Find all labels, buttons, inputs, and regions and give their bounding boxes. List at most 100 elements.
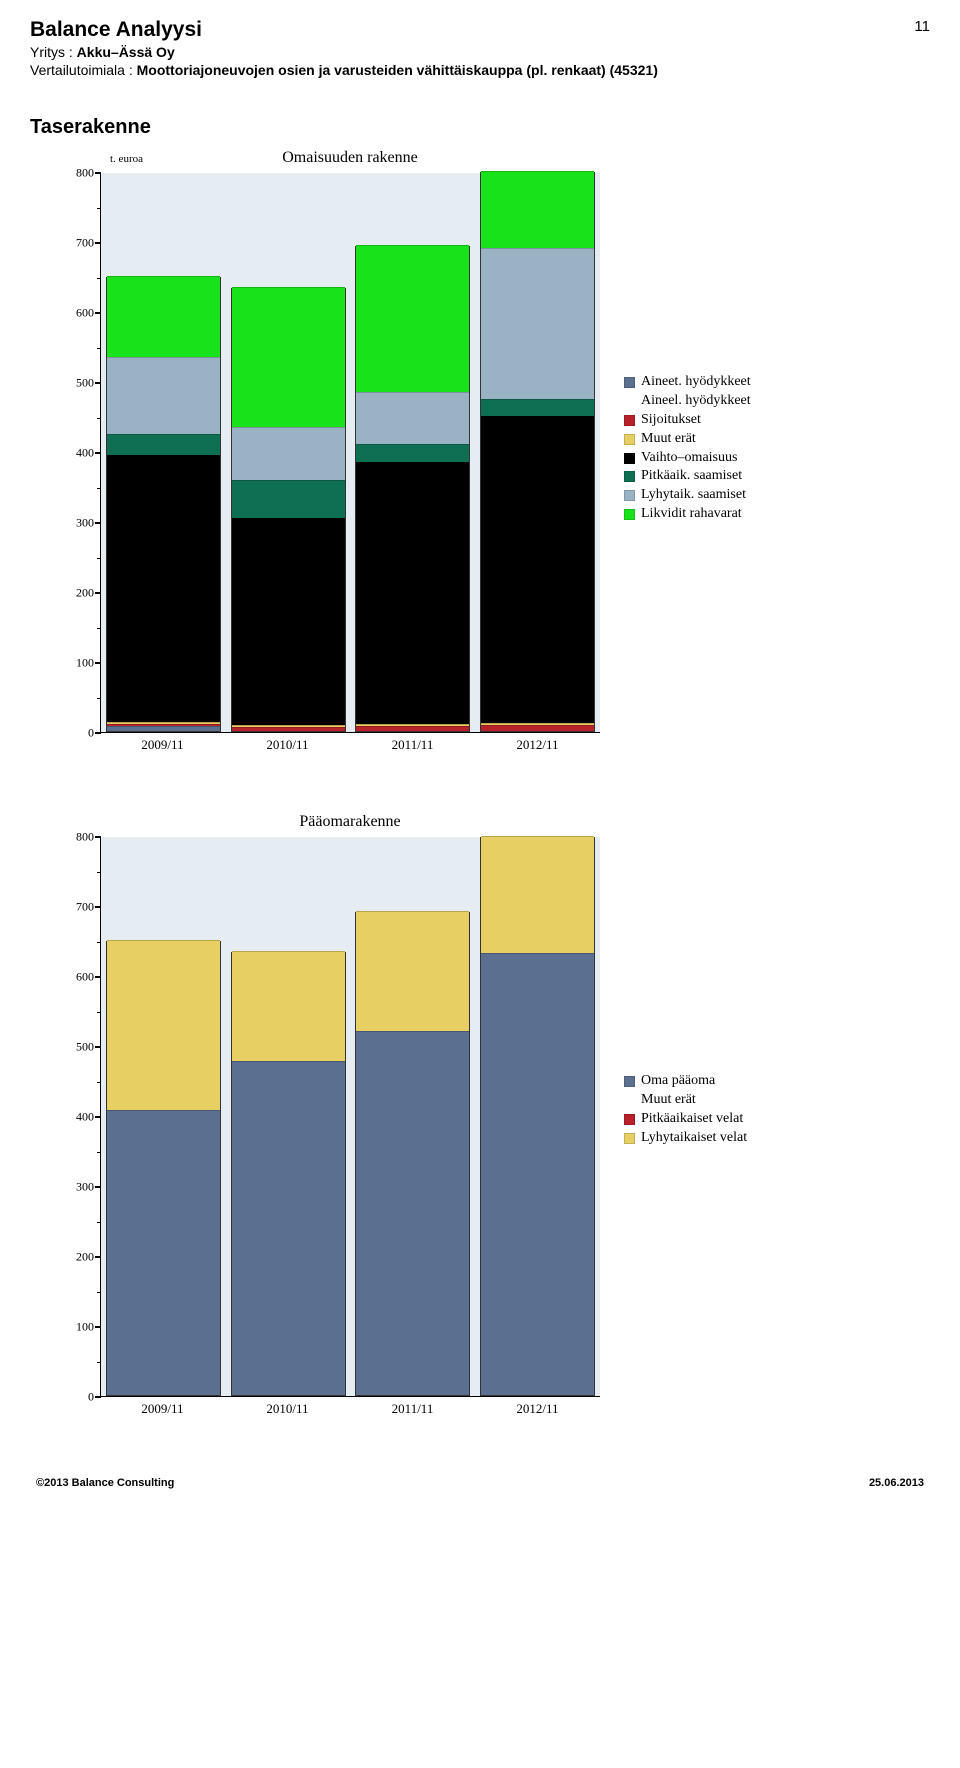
legend-label: Muut erät (641, 430, 696, 449)
bar-segment-oma (232, 1061, 345, 1395)
compare-label: Vertailutoimiala : (30, 62, 133, 78)
y-tick-label: 500 (76, 376, 94, 391)
legend-swatch (624, 377, 635, 388)
bar-segment-pitka (107, 434, 220, 455)
chart1-title: Omaisuuden rakenne (100, 149, 600, 167)
x-tick-label: 2010/11 (225, 1401, 350, 1417)
x-tick-label: 2009/11 (100, 1401, 225, 1417)
legend-label: Lyhytaikaiset velat (641, 1129, 747, 1148)
legend-swatch (624, 1095, 635, 1106)
bar-group (480, 172, 595, 732)
legend-label: Likvidit rahavarat (641, 505, 742, 524)
bar-segment-vaihto (356, 462, 469, 725)
company-line: Yritys : Akku–Ässä Oy (30, 44, 658, 60)
x-tick-label: 2011/11 (350, 1401, 475, 1417)
y-tick-label: 0 (88, 1390, 94, 1405)
y-tick-label: 400 (76, 1110, 94, 1125)
chart2-title: Pääomarakenne (100, 813, 600, 831)
y-tick-label: 800 (76, 830, 94, 845)
bar-segment-likvidit (107, 276, 220, 357)
y-tick-label: 700 (76, 236, 94, 251)
y-tick-label: 100 (76, 1320, 94, 1335)
legend-row: Lyhytaik. saamiset (624, 486, 751, 505)
y-tick-label: 200 (76, 586, 94, 601)
compare-value: Moottoriajoneuvojen osien ja varusteiden… (137, 62, 658, 78)
company-name: Akku–Ässä Oy (77, 44, 175, 60)
bar-segment-oma (481, 953, 594, 1395)
bar-segment-lyhyt (232, 951, 345, 1062)
chart-paaomarakenne: Pääomarakenne 0100200300400500600700800 … (40, 813, 930, 1417)
page-number: 11 (914, 18, 930, 35)
legend-swatch (624, 1114, 635, 1125)
legend-label: Lyhytaik. saamiset (641, 486, 746, 505)
bar-group (106, 277, 221, 732)
bar-segment-likvidit (232, 287, 345, 427)
legend-swatch (624, 1133, 635, 1144)
legend-swatch (624, 509, 635, 520)
company-label: Yritys : (30, 44, 73, 60)
bar-segment-pitka (481, 399, 594, 417)
bar-segment-lyhyt (107, 940, 220, 1110)
x-tick-label: 2012/11 (475, 737, 600, 753)
bar-segment-likvidit (356, 245, 469, 392)
y-tick-label: 0 (88, 726, 94, 741)
chart1-unit: t. euroa (110, 153, 143, 165)
x-tick-label: 2009/11 (100, 737, 225, 753)
bar-group (231, 952, 346, 1397)
bar-group (480, 837, 595, 1396)
legend-swatch (624, 490, 635, 501)
chart1-legend: Aineet. hyödykkeetAineel. hyödykkeetSijo… (624, 373, 751, 524)
chart1-y-labels: 0100200300400500600700800 (64, 173, 98, 733)
legend-swatch (624, 1076, 635, 1087)
legend-row: Pitkäaikaiset velat (624, 1110, 747, 1129)
y-tick-label: 300 (76, 516, 94, 531)
bar-segment-sijoit (481, 725, 594, 731)
bar-segment-pitka (356, 444, 469, 462)
bar-segment-vaihto (232, 518, 345, 725)
bar-segment-sijoit (232, 727, 345, 731)
legend-swatch (624, 396, 635, 407)
legend-row: Likvidit rahavarat (624, 505, 751, 524)
chart1-x-axis: 2009/112010/112011/112012/11 (100, 737, 600, 753)
compare-line: Vertailutoimiala : Moottoriajoneuvojen o… (30, 62, 658, 78)
legend-row: Pitkäaik. saamiset (624, 467, 751, 486)
legend-label: Muut erät (641, 1091, 696, 1110)
y-tick-label: 200 (76, 1250, 94, 1265)
legend-row: Vaihto–omaisuus (624, 449, 751, 468)
legend-label: Oma pääoma (641, 1072, 715, 1091)
legend-label: Pitkäaik. saamiset (641, 467, 742, 486)
y-tick-label: 500 (76, 1040, 94, 1055)
bar-segment-lyhyt (481, 248, 594, 399)
bar-segment-oma (356, 1031, 469, 1395)
y-tick-label: 100 (76, 656, 94, 671)
bar-segment-likvidit (481, 171, 594, 248)
legend-label: Sijoitukset (641, 411, 701, 430)
legend-row: Muut erät (624, 430, 751, 449)
bar-segment-vaihto (481, 416, 594, 723)
bar-group (231, 288, 346, 732)
legend-label: Vaihto–omaisuus (641, 449, 737, 468)
bar-segment-sijoit (356, 726, 469, 731)
bar-group (355, 912, 470, 1396)
y-tick-label: 400 (76, 446, 94, 461)
bar-segment-pitka (232, 480, 345, 519)
bar-segment-lyhyt (356, 911, 469, 1031)
legend-row: Sijoitukset (624, 411, 751, 430)
footer-date: 25.06.2013 (869, 1477, 924, 1489)
chart2-y-labels: 0100200300400500600700800 (64, 837, 98, 1397)
chart1-bars (101, 173, 600, 732)
y-tick-label: 600 (76, 306, 94, 321)
bar-segment-lyhyt (356, 392, 469, 445)
bar-group (355, 246, 470, 733)
report-title: Balance Analyysi (30, 18, 658, 42)
chart2-legend: Oma pääomaMuut erätPitkäaikaiset velatLy… (624, 1072, 747, 1148)
chart2-plot (100, 837, 600, 1397)
footer-copyright: ©2013 Balance Consulting (36, 1477, 174, 1489)
bar-segment-lyhyt (481, 836, 594, 952)
chart2-bars (101, 837, 600, 1396)
chart2-x-axis: 2009/112010/112011/112012/11 (100, 1401, 600, 1417)
footer: ©2013 Balance Consulting 25.06.2013 (30, 1477, 930, 1489)
legend-label: Aineel. hyödykkeet (641, 392, 751, 411)
bar-segment-oma (107, 1110, 220, 1395)
x-tick-label: 2011/11 (350, 737, 475, 753)
